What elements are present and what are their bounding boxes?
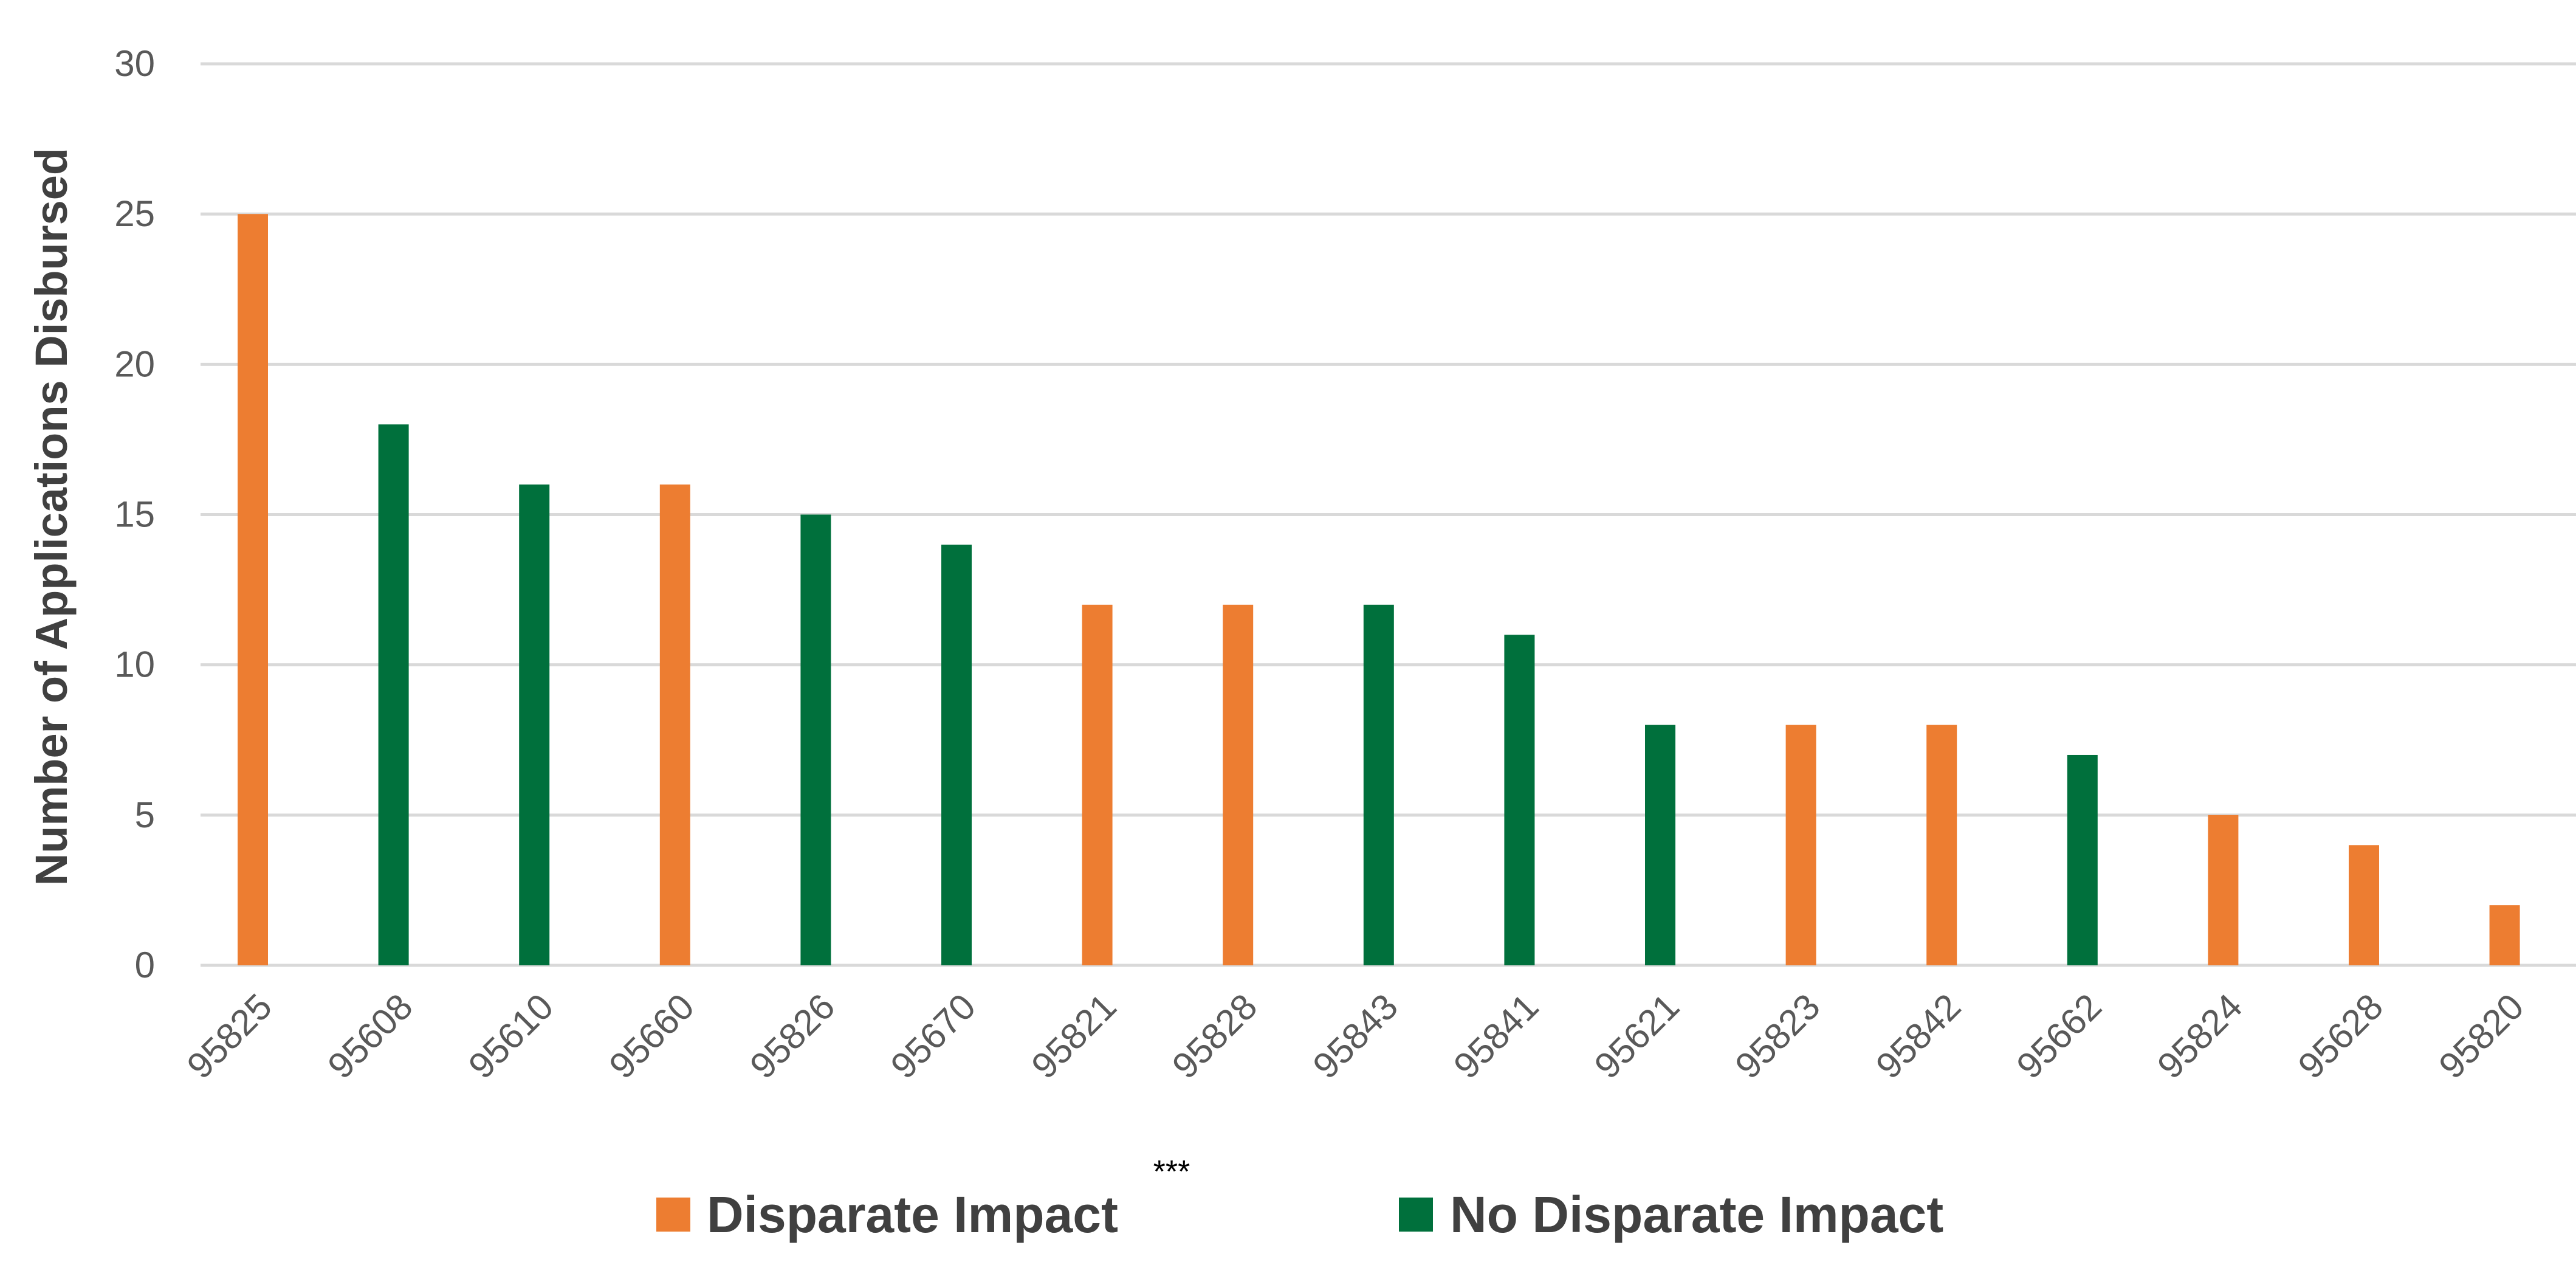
bar-95828 xyxy=(1223,604,1254,965)
x-tick-label-95841: 95841 xyxy=(1446,986,1546,1086)
y-tick-label: 20 xyxy=(114,343,155,384)
bar-95670 xyxy=(941,544,972,965)
bar-95628 xyxy=(2349,845,2379,965)
x-tick-label-95823: 95823 xyxy=(1727,986,1827,1086)
bar-95841 xyxy=(1504,635,1535,965)
bar-95608 xyxy=(378,424,409,965)
x-axis-ticks: 95825 95608 95610 95660 95826 95670 95821 95828… xyxy=(179,986,2532,1086)
bar-95826 xyxy=(800,514,831,965)
y-tick-label: 30 xyxy=(114,43,155,84)
x-tick-label-95828: 95828 xyxy=(1164,986,1265,1086)
y-tick-label: 5 xyxy=(135,795,155,835)
bar-95823 xyxy=(1785,725,1816,965)
legend: Disparate Impact No Disparate Impact xyxy=(656,1186,1943,1243)
bars xyxy=(238,214,2520,966)
x-tick-label-95824: 95824 xyxy=(2149,986,2250,1086)
bar-95821 xyxy=(1082,604,1113,965)
chart-note: *** xyxy=(1153,1154,1190,1190)
x-tick-label-95826: 95826 xyxy=(742,986,842,1086)
x-tick-label-95820: 95820 xyxy=(2431,986,2531,1086)
bar-95662 xyxy=(2067,754,2098,965)
x-tick-label-95670: 95670 xyxy=(883,986,983,1086)
bar-95825 xyxy=(238,214,268,966)
x-tick-label-95628: 95628 xyxy=(2290,986,2391,1086)
y-tick-label: 15 xyxy=(114,494,155,535)
bar-95843 xyxy=(1363,604,1394,965)
x-tick-label-95610: 95610 xyxy=(461,986,561,1086)
x-tick-label-95842: 95842 xyxy=(1868,986,1968,1086)
legend-label-no-disparate-impact: No Disparate Impact xyxy=(1450,1186,1943,1243)
x-tick-label-95825: 95825 xyxy=(179,986,280,1086)
legend-label-disparate-impact: Disparate Impact xyxy=(707,1186,1118,1243)
y-tick-label: 10 xyxy=(114,644,155,685)
bar-95610 xyxy=(519,484,550,965)
bar-95824 xyxy=(2208,815,2239,965)
bar-95621 xyxy=(1645,725,1675,965)
x-tick-label-95608: 95608 xyxy=(320,986,420,1086)
x-tick-label-95660: 95660 xyxy=(602,986,702,1086)
legend-swatch-no-disparate-impact xyxy=(1399,1198,1433,1232)
bar-95660 xyxy=(659,484,690,965)
y-axis-ticks: 0 5 10 15 20 25 30 xyxy=(114,43,155,985)
legend-swatch-disparate-impact xyxy=(656,1198,690,1232)
y-tick-label: 0 xyxy=(135,945,155,985)
x-tick-label-95821: 95821 xyxy=(1023,986,1124,1086)
x-tick-label-95621: 95621 xyxy=(1587,986,1687,1086)
x-tick-label-95843: 95843 xyxy=(1305,986,1406,1086)
x-tick-label-95662: 95662 xyxy=(2009,986,2109,1086)
bar-95820 xyxy=(2489,905,2520,965)
y-axis-title: Number of Applications Disbursed xyxy=(26,148,77,886)
y-tick-label: 25 xyxy=(114,193,155,234)
bar-95842 xyxy=(1926,725,1957,965)
